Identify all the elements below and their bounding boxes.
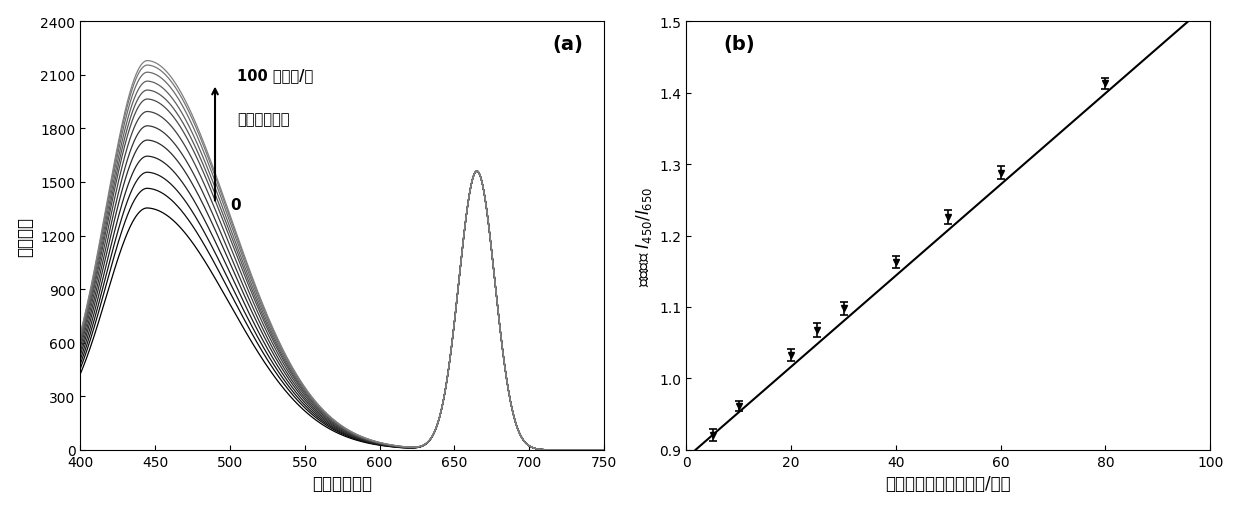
Text: 扮热息痛浓度: 扮热息痛浓度	[237, 112, 290, 127]
Y-axis label: 荧光强度: 荧光强度	[16, 216, 35, 256]
Text: (a): (a)	[552, 35, 583, 54]
X-axis label: 波长（纳米）: 波长（纳米）	[312, 474, 372, 492]
Text: 0: 0	[229, 197, 241, 212]
Text: 100 微摩尔/升: 100 微摩尔/升	[237, 68, 314, 83]
Text: (b): (b)	[723, 35, 755, 54]
X-axis label: 扮热息痛浓度（微摩尔/升）: 扮热息痛浓度（微摩尔/升）	[885, 474, 1011, 492]
Y-axis label: 比率荧光 $I_{450}/I_{650}$: 比率荧光 $I_{450}/I_{650}$	[634, 186, 653, 286]
